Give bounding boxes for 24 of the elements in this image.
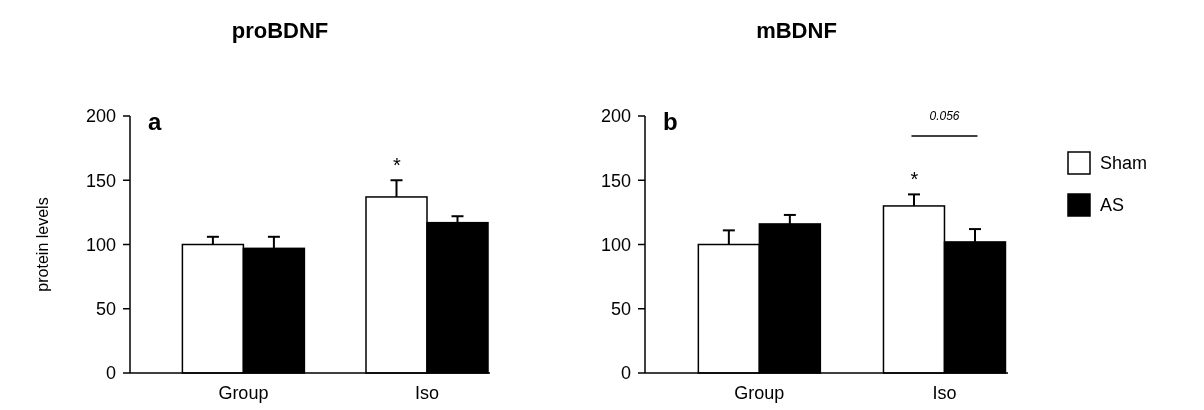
x-tick-label: Group: [734, 383, 785, 403]
x-tick-label: Iso: [414, 383, 440, 403]
y-tick-label: 100: [85, 234, 116, 255]
annotation: *: [910, 168, 919, 190]
legend-label: AS: [1100, 195, 1125, 216]
y-axis-title: protein levels: [34, 197, 51, 292]
y-tick-label: 50: [610, 299, 631, 320]
annotation: *: [393, 154, 402, 176]
x-tick-label: Iso: [932, 383, 957, 403]
y-tick-label: 100: [600, 234, 631, 255]
y-tick-label: 0: [620, 363, 631, 384]
y-tick-label: 50: [95, 299, 116, 320]
y-tick-label: 200: [600, 106, 631, 127]
annotation: 0.056: [929, 109, 960, 123]
y-tick-label: 150: [85, 170, 116, 191]
legend-label: Sham: [1100, 153, 1148, 174]
y-tick-label: 200: [85, 106, 116, 127]
chart-title: mBDNF: [756, 18, 837, 43]
chart-title: proBDNF: [231, 18, 329, 43]
annotation: a: [148, 108, 162, 135]
x-tick-label: Group: [218, 383, 269, 403]
y-tick-label: 150: [600, 170, 631, 191]
annotation: b: [663, 108, 678, 135]
y-tick-label: 0: [105, 363, 116, 384]
